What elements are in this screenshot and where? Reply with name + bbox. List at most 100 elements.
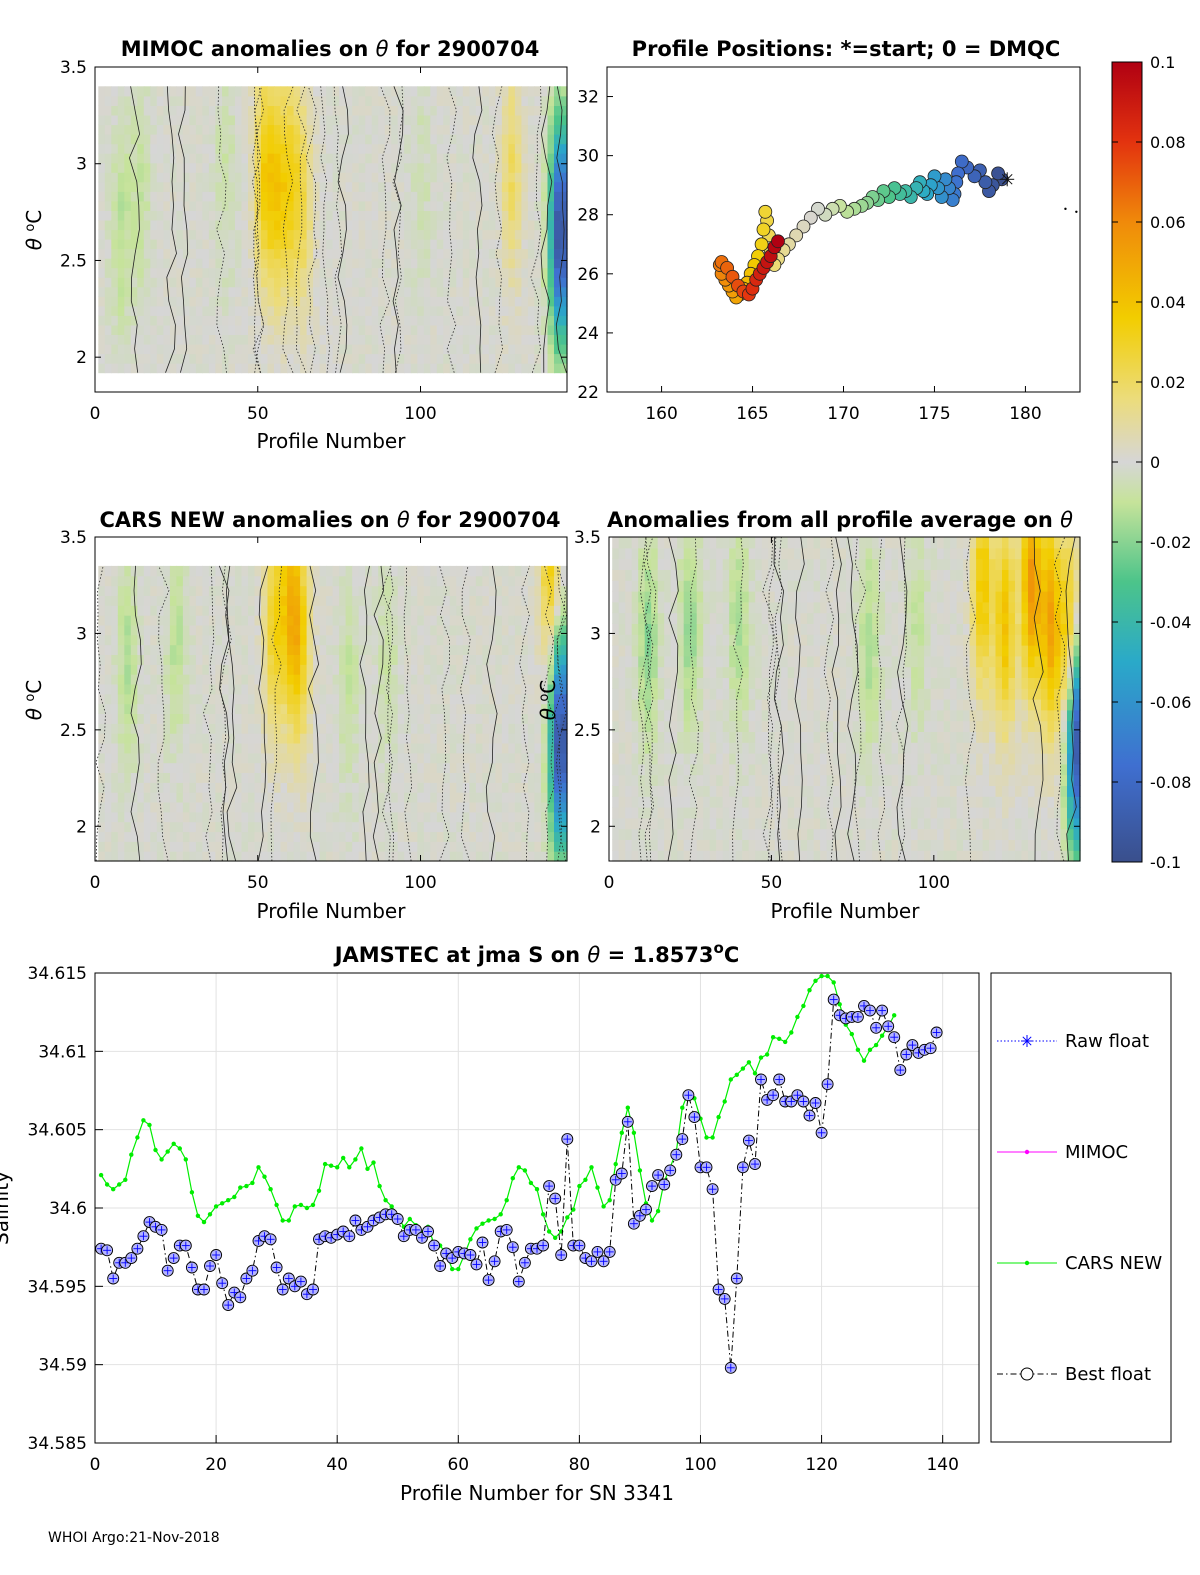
- mimoc-cell: [541, 86, 549, 97]
- cars-cell: [554, 821, 562, 833]
- mimoc-cell: [150, 353, 158, 364]
- mimoc-cell: [326, 277, 334, 288]
- avg-cell: [638, 709, 646, 722]
- cars-cell: [235, 821, 243, 833]
- mimoc-cell: [527, 181, 535, 192]
- cars-cell: [488, 723, 496, 734]
- mimoc-cell: [423, 229, 431, 240]
- cars-cell: [482, 684, 490, 695]
- mimoc-cell: [117, 229, 125, 240]
- avg-cell: [612, 688, 620, 700]
- mimoc-cell: [306, 210, 314, 221]
- mimoc-cell: [280, 162, 288, 173]
- cars-cell: [169, 792, 177, 803]
- cars-cell: [541, 782, 549, 793]
- avg-cell: [690, 537, 698, 549]
- mimoc-cell: [527, 353, 535, 364]
- cars-cell: [254, 684, 262, 695]
- avg-cell: [703, 774, 711, 786]
- cars-cell: [527, 634, 535, 646]
- cars-cell: [430, 831, 438, 842]
- mimoc-cell: [195, 344, 203, 355]
- cars-cell: [313, 841, 321, 852]
- cars-cell: [391, 772, 399, 783]
- mimoc-cell: [261, 105, 269, 116]
- mimoc-cell: [482, 305, 490, 316]
- mimoc-cell: [423, 162, 431, 173]
- mimoc-cell: [436, 277, 444, 288]
- avg-cell: [644, 828, 652, 840]
- cars-cell: [430, 634, 438, 646]
- mimoc-cell: [365, 134, 373, 145]
- cars-cell: [430, 595, 438, 606]
- mimoc-cell: [182, 296, 190, 307]
- mimoc-cell: [358, 181, 366, 192]
- cars-cell: [410, 811, 418, 823]
- mimoc-cell: [365, 95, 373, 106]
- mimoc-cell: [280, 210, 288, 221]
- mimoc-cell: [261, 95, 269, 106]
- mimoc-cell: [124, 267, 132, 278]
- cars-cell: [547, 634, 555, 646]
- mimoc-cell: [182, 115, 190, 126]
- mimoc-cell: [130, 210, 138, 221]
- avg-cell: [625, 699, 633, 711]
- cars-cell: [501, 772, 509, 783]
- mimoc-cell: [228, 105, 236, 116]
- cars-cell: [469, 644, 477, 655]
- cars-contour: [218, 565, 230, 862]
- avg-cell: [625, 828, 633, 840]
- mimoc-cell: [410, 181, 418, 192]
- cars-cell: [352, 575, 360, 587]
- cars-cell: [456, 851, 464, 862]
- cars-cell: [98, 644, 106, 655]
- mimoc-cell: [365, 181, 373, 192]
- mimoc-cell: [482, 315, 490, 326]
- cars-cell: [313, 684, 321, 695]
- mimoc-cell: [417, 324, 425, 335]
- cars-cell: [287, 752, 295, 764]
- mimoc-cell: [189, 258, 197, 269]
- cars-cell: [456, 634, 464, 646]
- avg-cell: [612, 569, 620, 581]
- mimoc-cell: [462, 239, 470, 250]
- cars-cell: [104, 624, 112, 636]
- mimoc-cell: [423, 95, 431, 106]
- cars-cell: [488, 821, 496, 833]
- cars-cell: [443, 615, 451, 626]
- mimoc-cell: [521, 363, 529, 374]
- mimoc-cell: [235, 86, 243, 97]
- cars-cell: [267, 821, 275, 833]
- mimoc-cell: [202, 324, 210, 335]
- mimoc-cell: [261, 162, 269, 173]
- cars-cell: [488, 693, 496, 705]
- mimoc-cell: [417, 363, 425, 374]
- cars-cell: [449, 792, 457, 803]
- mimoc-cell: [332, 220, 340, 231]
- mimoc-cell: [475, 353, 483, 364]
- cars-cell: [143, 634, 151, 646]
- cars-cell: [104, 851, 112, 862]
- mimoc-cell: [352, 229, 360, 240]
- mimoc-cell: [215, 334, 223, 345]
- mimoc-cell: [475, 229, 483, 240]
- cars-cell: [313, 703, 321, 714]
- mimoc-cell: [358, 143, 366, 154]
- mimoc-cell: [235, 153, 243, 164]
- cars-cell: [195, 851, 203, 862]
- mimoc-cell: [352, 239, 360, 250]
- cars-cell: [462, 684, 470, 695]
- mimoc-cell: [117, 95, 125, 106]
- cars-cell: [222, 684, 230, 695]
- mimoc-cell: [137, 324, 145, 335]
- mimoc-cell: [391, 86, 399, 97]
- cars-cell: [554, 595, 562, 606]
- avg-cell: [696, 634, 704, 646]
- cars-cell: [462, 811, 470, 823]
- positions-xtick-label: 180: [1009, 404, 1041, 424]
- cars-cell: [228, 772, 236, 783]
- mimoc-cell: [274, 95, 282, 106]
- avg-cell: [644, 731, 652, 743]
- cars-cell: [410, 684, 418, 695]
- mimoc-cell: [417, 296, 425, 307]
